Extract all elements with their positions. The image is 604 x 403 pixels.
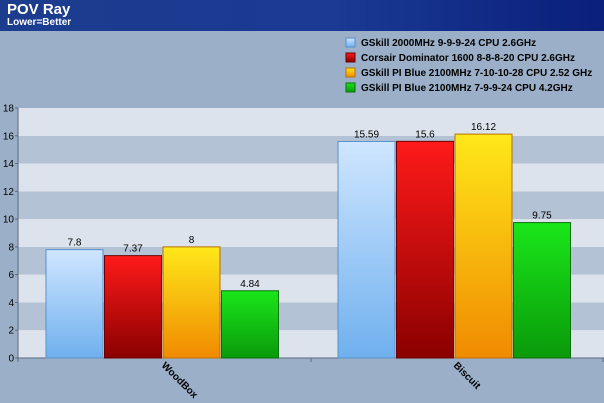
- legend-label: GSkill PI Blue 2100MHz 7-10-10-28 CPU 2.…: [361, 68, 592, 79]
- legend-swatch: [345, 67, 356, 78]
- data-label: 4.84: [240, 279, 260, 290]
- bar-chart: 0 2 4 6 8 10 12 14 16 18 7.8 7.37 8 4.84 WoodBox 15.59…: [3, 37, 604, 401]
- bar: [45, 249, 104, 359]
- y-tick-label: 8: [8, 242, 14, 253]
- data-label: 16.12: [471, 122, 496, 133]
- legend-label: Corsair Dominator 1600 8-8-8-20 CPU 2.6G…: [361, 53, 575, 64]
- data-label: 9.75: [532, 211, 552, 222]
- legend-swatch: [345, 37, 356, 48]
- grid-band: [18, 135, 604, 164]
- y-tick-label: 10: [3, 215, 15, 226]
- bar: [513, 222, 571, 359]
- y-tick-label: 12: [3, 187, 15, 198]
- y-tick-label: 18: [3, 104, 15, 115]
- legend-label: GSkill 2000MHz 9-9-9-24 CPU 2.6GHz: [361, 38, 536, 49]
- bars: [45, 133, 571, 359]
- legend-swatch: [345, 52, 356, 63]
- category-label: Biscuit: [451, 360, 483, 392]
- y-tick-label: 4: [8, 298, 14, 309]
- data-label: 7.8: [68, 238, 82, 249]
- data-label: 15.59: [354, 129, 379, 140]
- legend-swatch: [345, 82, 356, 93]
- y-tick-label: 0: [8, 354, 14, 365]
- data-label: 7.37: [123, 244, 143, 255]
- grid-band: [18, 191, 604, 220]
- bar: [396, 140, 454, 359]
- y-tick-label: 6: [8, 270, 14, 281]
- legend-label: GSkill PI Blue 2100MHz 7-9-9-24 CPU 4.2G…: [361, 83, 573, 94]
- data-label: 8: [189, 235, 195, 246]
- grid-band: [18, 163, 604, 192]
- bar: [337, 140, 396, 359]
- bar: [454, 133, 513, 359]
- chart-header: POV Ray Lower=Better: [0, 0, 604, 31]
- bar: [162, 246, 221, 359]
- legend: GSkill 2000MHz 9-9-9-24 CPU 2.6GHz Corsai…: [345, 37, 592, 94]
- grid-band: [18, 108, 604, 136]
- bar: [221, 290, 279, 359]
- y-tick-label: 14: [3, 159, 15, 170]
- data-label: 15.6: [415, 129, 435, 140]
- y-tick-label: 16: [3, 131, 15, 142]
- category-label: WoodBox: [159, 360, 200, 401]
- chart-title: POV Ray: [7, 1, 71, 18]
- y-tick-label: 2: [8, 326, 14, 337]
- bar: [104, 255, 162, 359]
- chart-subtitle: Lower=Better: [7, 17, 72, 28]
